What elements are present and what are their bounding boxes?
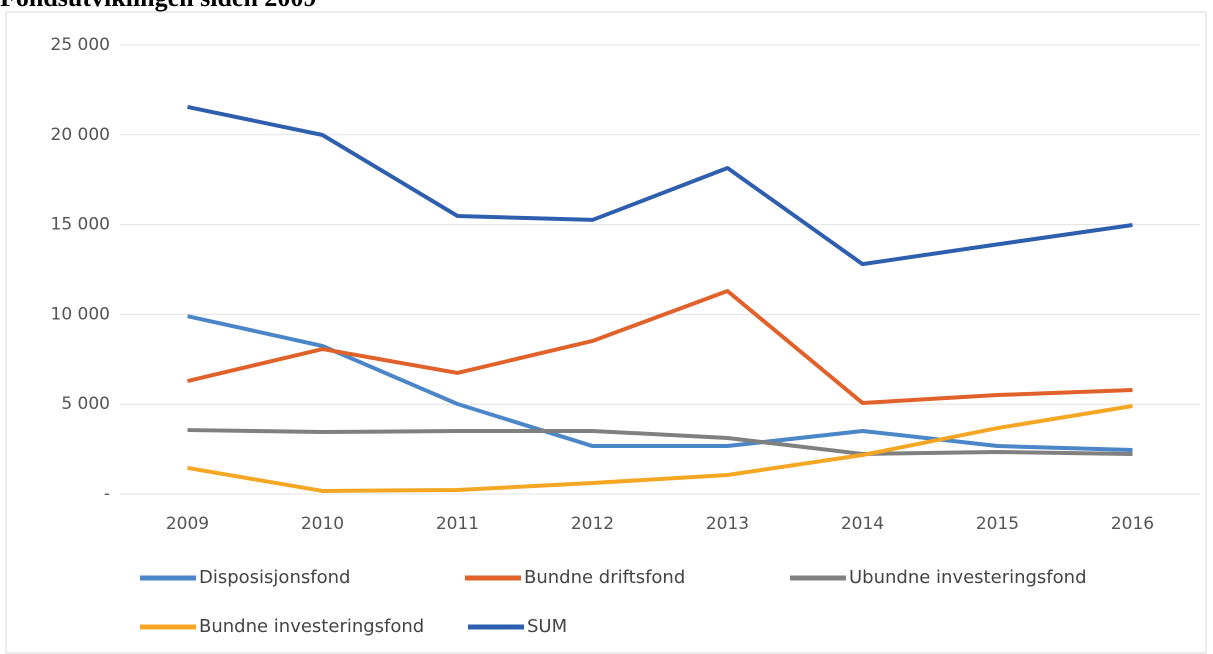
series-line	[187, 314, 1133, 452]
legend-label: Disposisjonsfond	[199, 567, 350, 588]
legend-label: Ubundne investeringsfond	[849, 567, 1087, 588]
series-line	[187, 428, 1133, 456]
y-tick-label: 20 000	[51, 125, 110, 145]
x-tick-label: 2011	[436, 514, 479, 534]
legend-label: Bundne driftsfond	[524, 567, 685, 588]
series-line	[187, 105, 1133, 267]
x-tick-label: 2012	[571, 514, 614, 534]
legend-label: SUM	[527, 616, 567, 637]
x-tick-label: 2014	[841, 514, 884, 534]
x-tick-label: 2009	[166, 514, 209, 534]
y-tick-label: 15 000	[51, 215, 110, 235]
y-tick-label: 10 000	[51, 304, 110, 324]
x-tick-label: 2010	[301, 514, 344, 534]
legend-label: Bundne investeringsfond	[199, 616, 424, 637]
x-tick-label: 2016	[1111, 514, 1154, 534]
series-line	[187, 404, 1133, 493]
y-tick-label: 5 000	[61, 394, 110, 414]
chart-title: Fondsutviklingen siden 2009	[0, 0, 316, 12]
x-tick-label: 2013	[706, 514, 749, 534]
y-tick-label: -	[104, 484, 110, 504]
y-tick-label: 25 000	[51, 35, 110, 55]
x-tick-label: 2015	[976, 514, 1019, 534]
series-line	[187, 289, 1133, 405]
chart-border	[5, 11, 1207, 654]
